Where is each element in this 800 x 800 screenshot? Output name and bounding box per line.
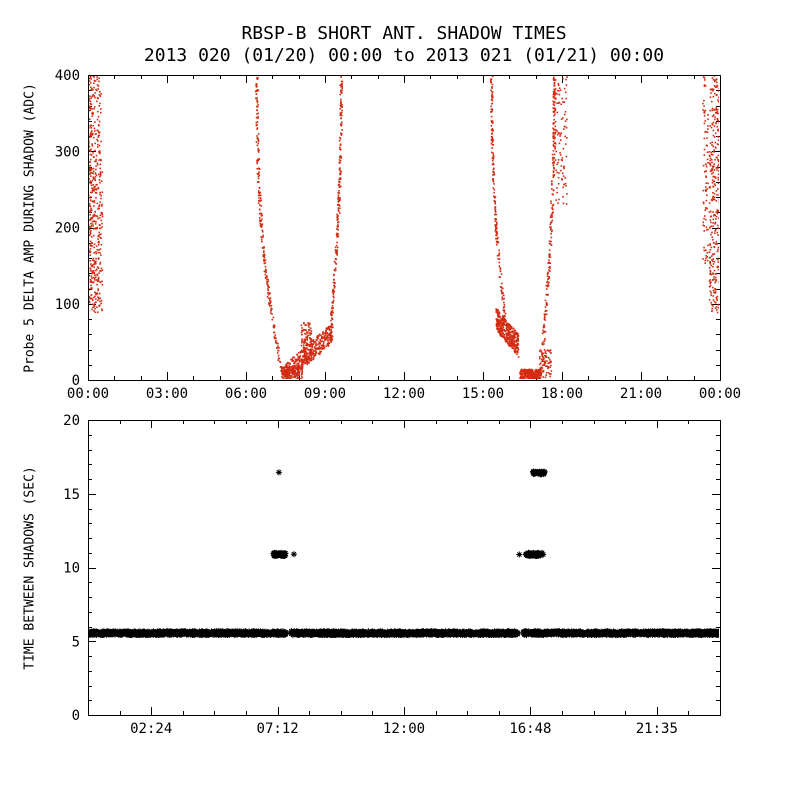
chart-title: RBSP-B SHORT ANT. SHADOW TIMES	[241, 23, 567, 44]
chart-subtitle: 2013 020 (01/20) 00:00 to 2013 021 (01/2…	[143, 45, 665, 66]
bottom-panel-y-axis-label: TIME BETWEEN SHADOWS (SEC)	[22, 466, 38, 670]
top-panel-y-axis-label: Probe 5 DELTA AMP DURING SHADOW (ADC)	[22, 83, 38, 373]
